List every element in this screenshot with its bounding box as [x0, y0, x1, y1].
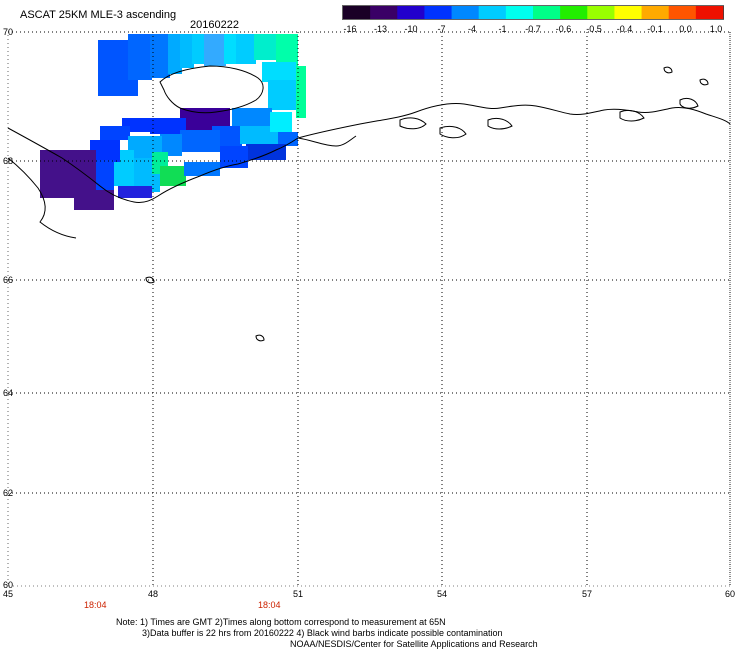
colorbar-segment [505, 6, 534, 19]
colorbar-segment [478, 6, 507, 19]
colorbar [342, 5, 724, 20]
colorbar-segment [343, 6, 371, 19]
colorbar-tick-label: -0.5 [586, 24, 602, 34]
product-date: 20160222 [190, 19, 239, 31]
colorbar-tick-label: -16 [343, 24, 357, 34]
lon-label-45: 45 [2, 589, 14, 599]
colorbar-tick-label: -4 [467, 24, 477, 34]
lon-label-51: 51 [292, 589, 304, 599]
colorbar-segment [614, 6, 643, 19]
time-label-2: 18:04 [258, 600, 281, 610]
colorbar-segment [641, 6, 670, 19]
lon-label-48: 48 [147, 589, 159, 599]
colorbar-segment [560, 6, 588, 19]
time-label-1: 18:04 [84, 600, 107, 610]
colorbar-segment [397, 6, 425, 19]
colorbar-segment [451, 6, 480, 19]
colorbar-segment [370, 6, 398, 19]
colorbar-tick-label: -0.6 [555, 24, 572, 34]
colorbar-tick-label: -0.1 [647, 24, 663, 34]
product-title: ASCAT 25KM MLE-3 ascending [20, 9, 177, 21]
colorbar-segment [533, 6, 561, 19]
graticule [8, 31, 731, 586]
lon-label-60: 60 [724, 589, 736, 599]
lat-label-66: 66 [3, 275, 14, 285]
lat-label-70: 70 [3, 27, 14, 37]
lat-label-60: 60 [3, 580, 14, 590]
note-line-1: Note: 1) Times are GMT 2)Times along bot… [116, 617, 446, 627]
colorbar-tick-label: -10 [404, 24, 418, 34]
colorbar-segment [695, 6, 724, 19]
lon-label-57: 57 [581, 589, 593, 599]
note-line-2: 3)Data buffer is 22 hrs from 20160222 4)… [142, 628, 503, 638]
lon-label-54: 54 [436, 589, 448, 599]
wind-swath [40, 34, 306, 210]
colorbar-tick-label: -0.7 [525, 24, 541, 34]
colorbar-tick-label: -1 [498, 24, 507, 34]
colorbar-segment [424, 6, 453, 19]
colorbar-tick-label: 1.0 [709, 24, 723, 34]
lat-label-64: 64 [3, 388, 14, 398]
colorbar-segment [668, 6, 697, 19]
colorbar-tick-label: -0.4 [616, 24, 633, 34]
coastline [7, 65, 731, 342]
note-line-3: NOAA/NESDIS/Center for Satellite Applica… [290, 639, 538, 649]
colorbar-tick-label: -7 [437, 24, 446, 34]
lat-label-68: 68 [3, 156, 14, 166]
colorbar-frame [342, 5, 724, 20]
colorbar-tick-label: -13 [373, 24, 388, 34]
colorbar-segment [587, 6, 615, 19]
colorbar-tick-label: 0.0 [679, 24, 692, 34]
lat-label-62: 62 [3, 488, 14, 498]
